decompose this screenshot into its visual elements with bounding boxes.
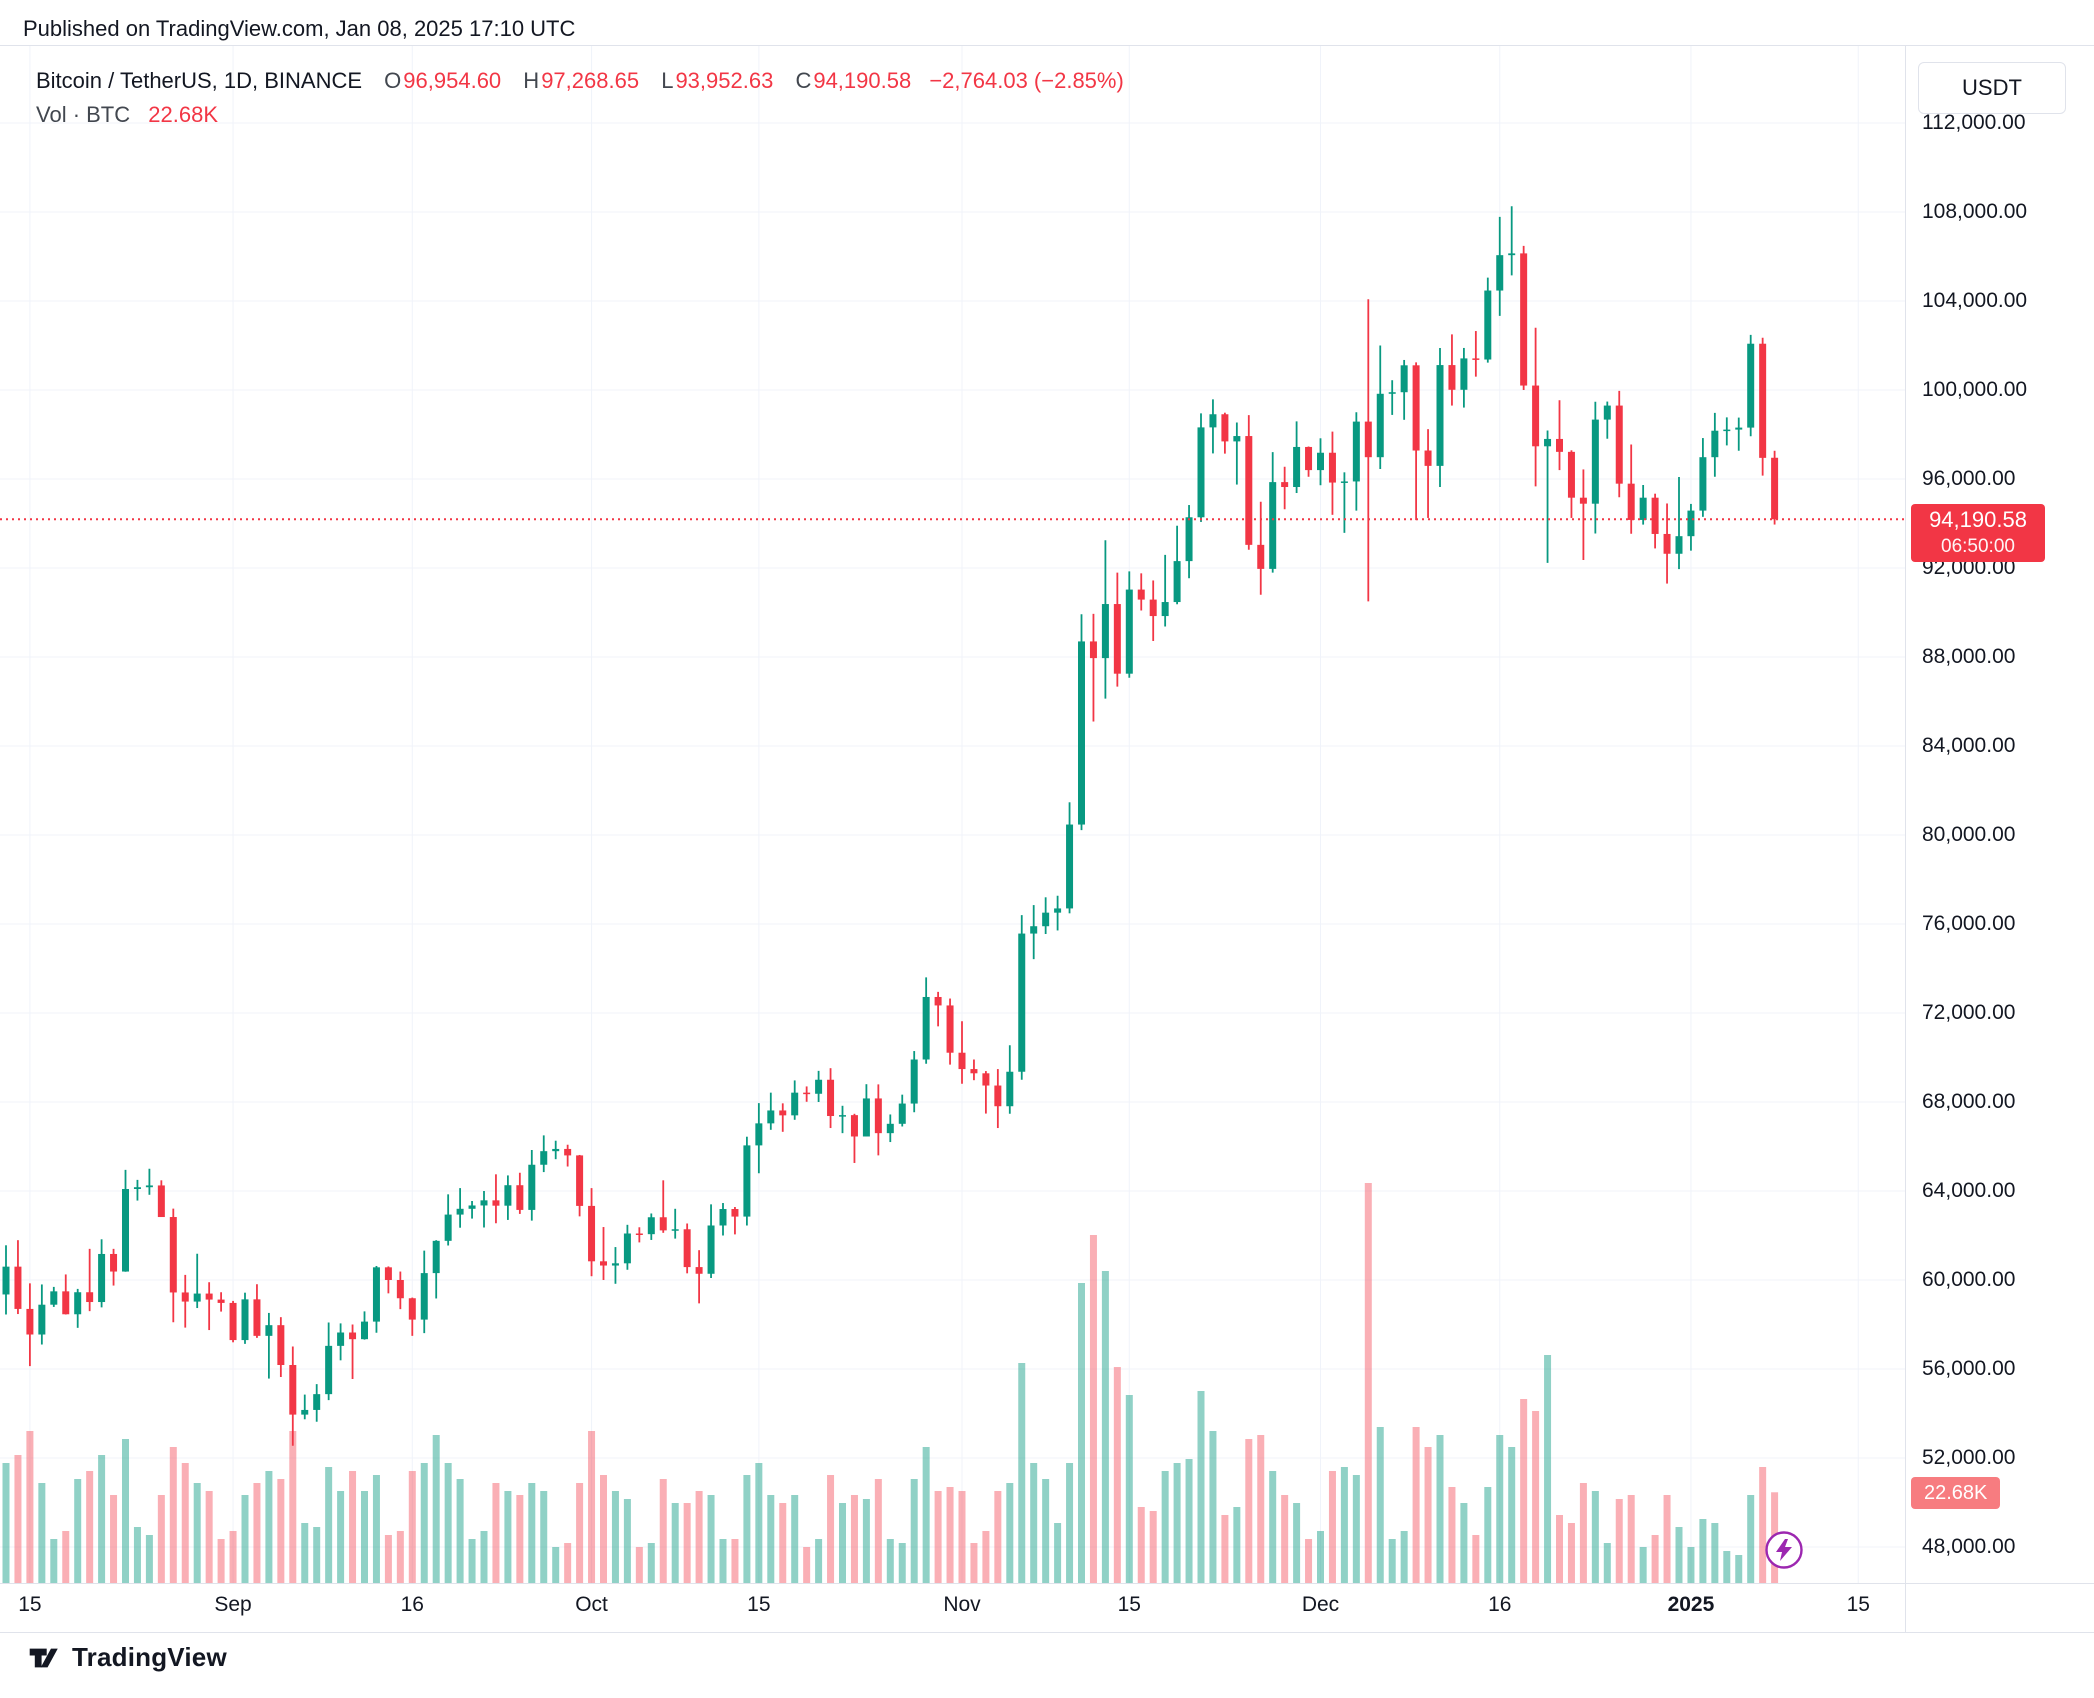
footer: TradingView bbox=[28, 1642, 227, 1673]
ohlc-low: L93,952.63 bbox=[661, 68, 773, 93]
overlays bbox=[0, 45, 2094, 1633]
volume-series-value: 22.68K bbox=[148, 102, 218, 127]
ohlc-open: O96,954.60 bbox=[384, 68, 501, 93]
ohlc-close: C94,190.58 bbox=[795, 68, 911, 93]
ohlc-high-label: H bbox=[523, 68, 540, 93]
ohlc-high: H97,268.65 bbox=[523, 68, 639, 93]
candles bbox=[2, 206, 1779, 1446]
ohlc-open-value: 96,954.60 bbox=[403, 68, 502, 93]
legend-ohlc-row: Bitcoin / TetherUS, 1D, BINANCE O96,954.… bbox=[36, 66, 1124, 96]
volume-series-label[interactable]: Vol · BTC bbox=[36, 102, 131, 127]
volume-bars bbox=[2, 1183, 1779, 1583]
legend-volume-row: Vol · BTC 22.68K bbox=[36, 100, 1124, 130]
ohlc-high-value: 97,268.65 bbox=[541, 68, 640, 93]
tradingview-logo-icon[interactable] bbox=[28, 1643, 62, 1673]
last-price-badge: 94,190.58 06:50:00 bbox=[1911, 504, 2045, 562]
currency-unit-button[interactable]: USDT bbox=[1918, 62, 2066, 114]
bar-countdown: 06:50:00 bbox=[1941, 536, 2015, 557]
ohlc-low-label: L bbox=[661, 68, 674, 93]
last-price-value: 94,190.58 bbox=[1929, 507, 2027, 532]
gridlines bbox=[0, 45, 1905, 1583]
volume-axis-badge: 22.68K bbox=[1911, 1477, 2001, 1509]
symbol-legend: Bitcoin / TetherUS, 1D, BINANCE O96,954.… bbox=[36, 66, 1124, 130]
symbol-title[interactable]: Bitcoin / TetherUS, 1D, BINANCE bbox=[36, 68, 363, 93]
ohlc-close-value: 94,190.58 bbox=[813, 68, 912, 93]
ohlc-open-label: O bbox=[384, 68, 402, 93]
published-line: Published on TradingView.com, Jan 08, 20… bbox=[23, 16, 576, 41]
lightning-button[interactable] bbox=[1764, 1530, 1804, 1570]
tradingview-wordmark[interactable]: TradingView bbox=[72, 1642, 227, 1672]
change-value: −2,764.03 (−2.85%) bbox=[929, 68, 1124, 93]
ohlc-low-value: 93,952.63 bbox=[675, 68, 774, 93]
ohlc-close-label: C bbox=[795, 68, 812, 93]
lightning-icon bbox=[1765, 1531, 1803, 1569]
